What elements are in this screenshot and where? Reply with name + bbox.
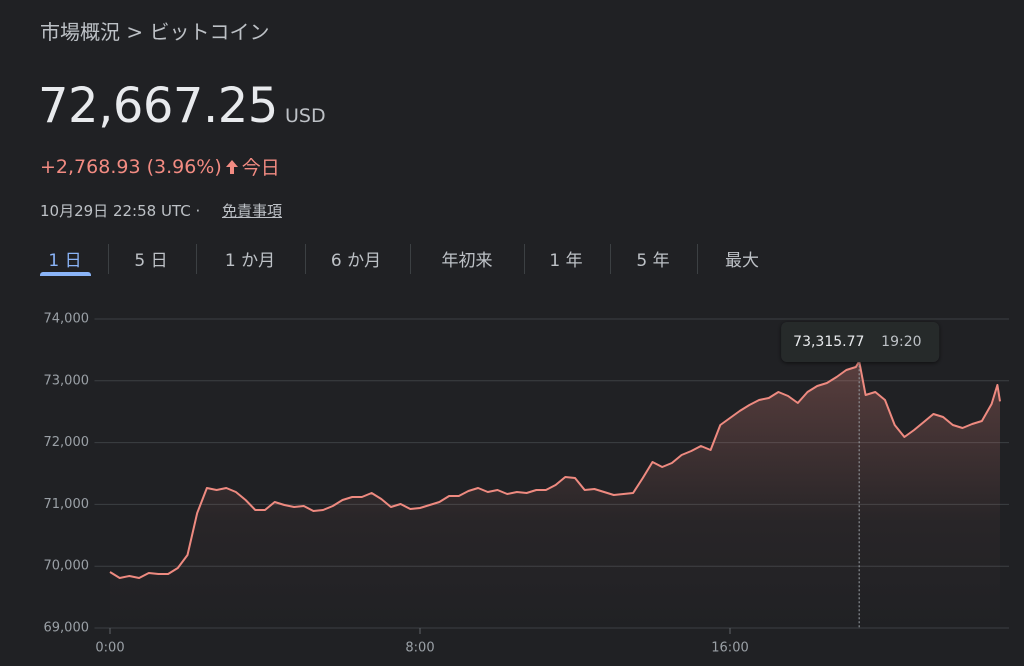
tab-separator [108, 244, 109, 274]
tab-separator [610, 244, 611, 274]
timestamp: 10月29日 22:58 UTC · [40, 202, 201, 220]
x-tick-label: 16:00 [711, 641, 748, 656]
breadcrumb[interactable]: 市場概況 > ビットコイン [40, 20, 270, 44]
range-tab[interactable]: 年初来 [441, 251, 493, 271]
tab-separator [410, 244, 411, 274]
range-tab[interactable]: 1 日 [48, 251, 82, 271]
tab-separator [196, 244, 197, 274]
up-arrow [225, 159, 238, 174]
tooltip-value: 73,315.77 [793, 334, 864, 350]
active-tab-indicator [40, 272, 91, 276]
y-tick-label: 70,000 [44, 559, 90, 574]
change-period: 今日 [241, 157, 280, 179]
tooltip: 73,315.77 19:20 [781, 322, 940, 362]
range-tab[interactable]: 6 か月 [330, 251, 382, 271]
range-tab[interactable]: 5 日 [134, 251, 168, 271]
range-tab[interactable]: 1 年 [549, 251, 583, 271]
currency: USD [285, 105, 326, 127]
tab-separator [524, 244, 525, 274]
price-line [109, 360, 1001, 579]
tooltip-box [781, 322, 940, 362]
range-tab[interactable]: 5 年 [636, 251, 670, 271]
disclaimer-link[interactable]: 免責事項 [222, 202, 283, 220]
x-tick-label: 8:00 [405, 641, 434, 656]
area [110, 361, 1000, 628]
tooltip-time: 19:20 [881, 334, 921, 350]
change-row: +2,768.93 (3.96%) 今日 [40, 153, 280, 180]
y-tick-label: 69,000 [44, 621, 90, 636]
y-tick-label: 71,000 [44, 497, 90, 512]
change: +2,768.93 (3.96%) [40, 155, 222, 178]
x-tick-label: 0:00 [95, 641, 124, 656]
tab-separator [305, 244, 306, 274]
price: 72,667.25 [38, 78, 278, 134]
range-tab[interactable]: 1 か月 [224, 251, 276, 271]
range-tab[interactable]: 最大 [725, 251, 759, 271]
y-tick-label: 73,000 [44, 373, 90, 388]
y-tick-label: 72,000 [44, 435, 90, 450]
y-tick-label: 74,000 [44, 312, 90, 327]
tab-separator [697, 244, 698, 274]
